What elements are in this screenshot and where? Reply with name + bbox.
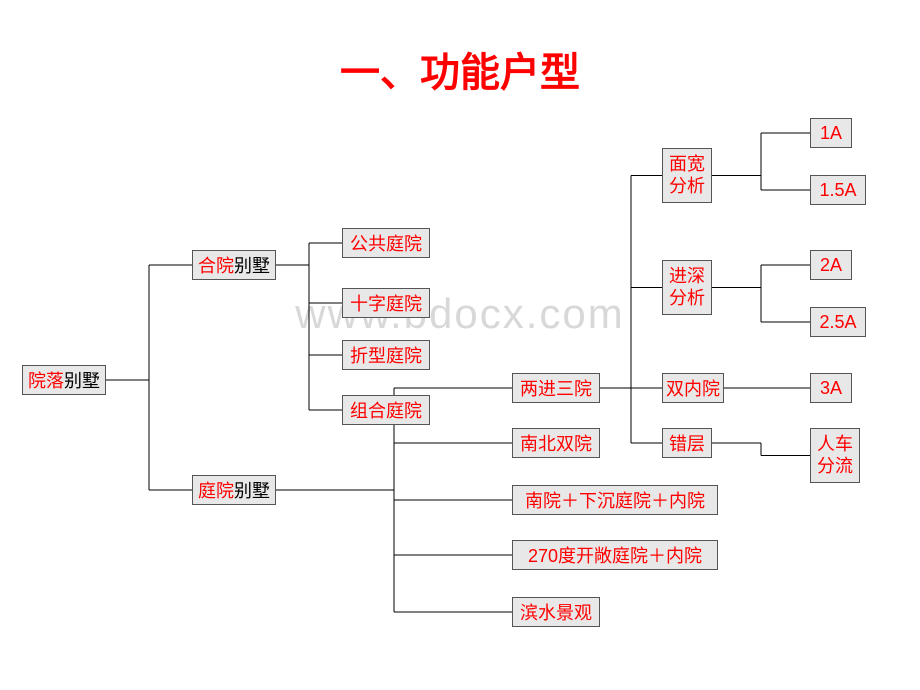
node-1a: 1A [810, 118, 852, 148]
node-binshui: 滨水景观 [512, 597, 600, 627]
node-liangjin: 两进三院 [512, 373, 600, 403]
node-zhe: 折型庭院 [342, 340, 430, 370]
node-miankuan: 面宽分析 [662, 148, 712, 203]
node-renche: 人车分流 [810, 428, 860, 483]
node-shizi: 十字庭院 [342, 288, 430, 318]
node-shuangnei: 双内院 [662, 373, 724, 403]
node-jinshen: 进深分析 [662, 260, 712, 315]
node-nanyuan: 南院＋下沉庭院＋内院 [512, 485, 718, 515]
node-heyuan: 合院别墅 [192, 250, 276, 280]
node-tingyuan: 庭院别墅 [192, 475, 276, 505]
node-2a: 2A [810, 250, 852, 280]
node-cuoceng: 错层 [662, 428, 712, 458]
node-15a: 1.5A [810, 175, 866, 205]
node-25a: 2.5A [810, 307, 866, 337]
node-3a: 3A [810, 373, 852, 403]
node-zuhe: 组合庭院 [342, 395, 430, 425]
connector-lines [0, 0, 920, 690]
node-270: 270度开敞庭院＋内院 [512, 540, 718, 570]
node-root: 院落别墅 [22, 365, 106, 395]
node-nanbei: 南北双院 [512, 428, 600, 458]
node-gong: 公共庭院 [342, 228, 430, 258]
